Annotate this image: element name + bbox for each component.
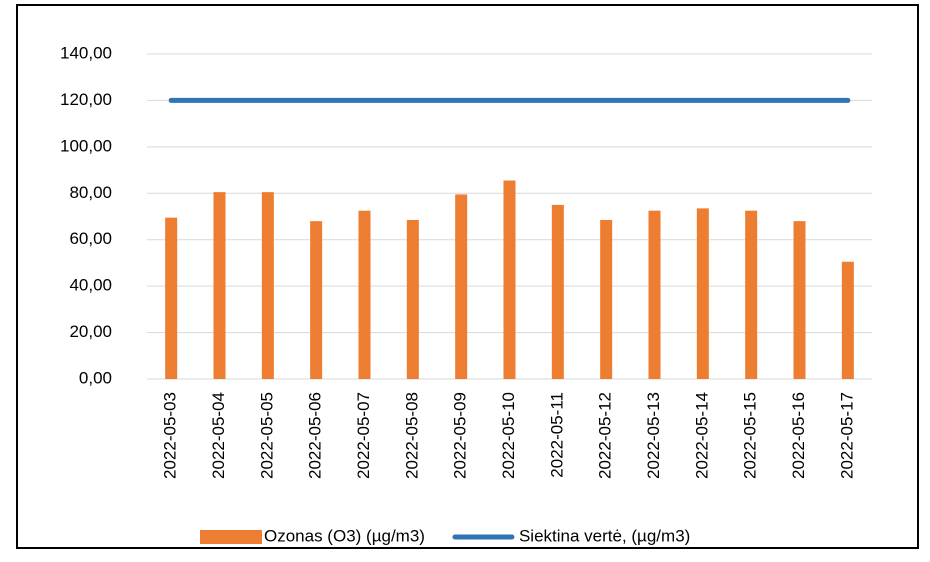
y-tick-label: 80,00	[69, 183, 112, 202]
bar	[600, 219, 613, 379]
bar	[455, 194, 468, 379]
y-tick-label: 140,00	[60, 43, 112, 62]
bar	[261, 192, 274, 379]
y-tick-label: 60,00	[69, 229, 112, 248]
x-tick-label: 2022-05-05	[257, 392, 276, 479]
x-tick-label: 2022-05-17	[837, 392, 856, 479]
x-tick-label: 2022-05-10	[499, 392, 518, 479]
bar	[503, 180, 516, 379]
x-tick-label: 2022-05-13	[644, 392, 663, 479]
y-tick-label: 20,00	[69, 322, 112, 341]
bar	[551, 204, 564, 379]
y-tick-label: 120,00	[60, 90, 112, 109]
x-tick-label: 2022-05-06	[306, 392, 325, 479]
x-tick-label: 2022-05-09	[451, 392, 470, 479]
x-tick-label: 2022-05-07	[354, 392, 373, 479]
y-tick-label: 0,00	[79, 368, 112, 387]
x-tick-label: 2022-05-11	[547, 392, 566, 478]
y-tick-label: 40,00	[69, 276, 112, 295]
x-tick-label: 2022-05-04	[209, 392, 228, 479]
bar	[310, 221, 323, 379]
bar	[213, 192, 226, 379]
bar	[406, 219, 419, 379]
x-tick-label: 2022-05-12	[596, 392, 615, 479]
x-tick-label: 2022-05-14	[692, 392, 711, 479]
bar	[648, 210, 661, 379]
legend-label: Ozonas (O3) (µg/m3)	[264, 526, 425, 545]
x-tick-label: 2022-05-16	[789, 392, 808, 479]
bar	[793, 221, 806, 379]
bar	[745, 210, 758, 379]
bar	[696, 208, 709, 379]
bar	[165, 217, 178, 379]
bar	[841, 261, 854, 379]
y-tick-label: 100,00	[60, 136, 112, 155]
legend-label: Siektina vertė, (µg/m3)	[519, 526, 690, 545]
legend-swatch	[200, 530, 262, 544]
x-tick-label: 2022-05-08	[402, 392, 421, 479]
bar	[358, 210, 371, 379]
x-tick-label: 2022-05-03	[161, 392, 180, 479]
x-tick-label: 2022-05-15	[741, 392, 760, 479]
